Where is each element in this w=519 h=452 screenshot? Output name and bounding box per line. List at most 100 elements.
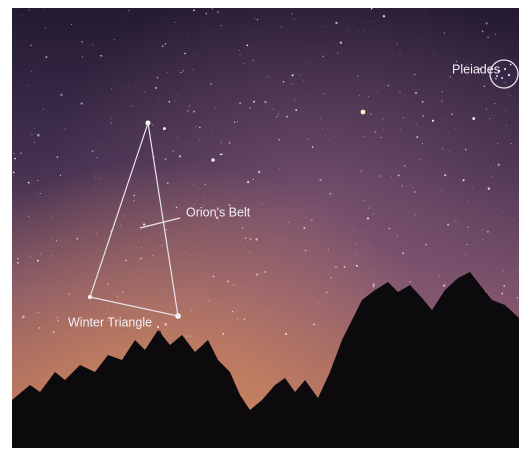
star (484, 86, 485, 87)
star (71, 24, 72, 25)
star (159, 96, 160, 97)
star (180, 72, 181, 73)
star (51, 217, 52, 218)
star (366, 232, 367, 233)
star (289, 222, 290, 223)
star (60, 93, 63, 96)
star (292, 74, 294, 76)
star (30, 45, 31, 46)
star (295, 109, 297, 111)
star (22, 315, 25, 318)
star (383, 129, 384, 130)
star (319, 189, 320, 190)
star (500, 219, 501, 220)
star (61, 283, 62, 284)
star (253, 101, 255, 103)
star (65, 128, 66, 129)
star (449, 151, 450, 152)
star (165, 43, 167, 45)
star (68, 293, 69, 294)
star (56, 240, 57, 241)
star (193, 69, 194, 70)
star (501, 293, 503, 295)
star (221, 25, 222, 26)
star (193, 111, 195, 113)
star (242, 227, 243, 228)
star (383, 15, 385, 17)
star (186, 183, 187, 184)
star (97, 157, 98, 158)
star (311, 219, 313, 221)
star (213, 276, 215, 278)
star (128, 10, 129, 11)
star (40, 193, 41, 194)
star (347, 29, 348, 30)
star (455, 128, 456, 129)
star (184, 53, 186, 55)
star (350, 322, 351, 323)
label-winter-triangle: Winter Triangle (68, 315, 152, 329)
star (316, 85, 317, 86)
star (166, 229, 167, 230)
star (120, 225, 121, 226)
star (14, 158, 16, 160)
star (227, 281, 229, 283)
star (472, 187, 473, 188)
star (292, 14, 293, 15)
star (185, 252, 186, 253)
star (494, 103, 495, 104)
star (239, 50, 240, 51)
star (265, 271, 266, 272)
star (245, 238, 246, 239)
star (279, 168, 280, 169)
star (45, 56, 47, 58)
label-orions-belt: Orion's Belt (186, 205, 251, 219)
star (340, 42, 342, 44)
star (193, 184, 194, 185)
star (219, 221, 220, 222)
star (107, 283, 109, 285)
star (188, 33, 189, 34)
star (452, 248, 453, 249)
star (87, 120, 88, 121)
star (132, 105, 133, 106)
star (294, 99, 295, 100)
star (37, 312, 38, 313)
star (162, 46, 163, 47)
star (17, 262, 19, 264)
star (510, 64, 512, 66)
star (440, 119, 441, 120)
star (258, 171, 260, 173)
star (373, 269, 374, 270)
star (280, 238, 281, 239)
star (442, 190, 443, 191)
star (220, 154, 221, 155)
star (495, 34, 496, 35)
star (155, 87, 157, 89)
star (382, 118, 383, 119)
star (371, 8, 373, 10)
star (306, 217, 307, 218)
star (20, 153, 21, 154)
star (268, 76, 269, 77)
star (416, 125, 417, 126)
star (506, 125, 507, 126)
star (197, 56, 198, 57)
star (28, 182, 30, 184)
star (157, 77, 159, 79)
star (515, 283, 516, 284)
star (414, 214, 415, 215)
star (313, 323, 315, 325)
star (221, 153, 223, 155)
star (422, 143, 423, 144)
star (82, 41, 83, 42)
star (368, 96, 369, 97)
star (373, 236, 374, 237)
star (212, 132, 213, 133)
star (161, 245, 162, 246)
star (502, 270, 503, 271)
star (317, 325, 318, 326)
star (356, 265, 358, 267)
star (261, 204, 262, 205)
star (229, 142, 230, 143)
